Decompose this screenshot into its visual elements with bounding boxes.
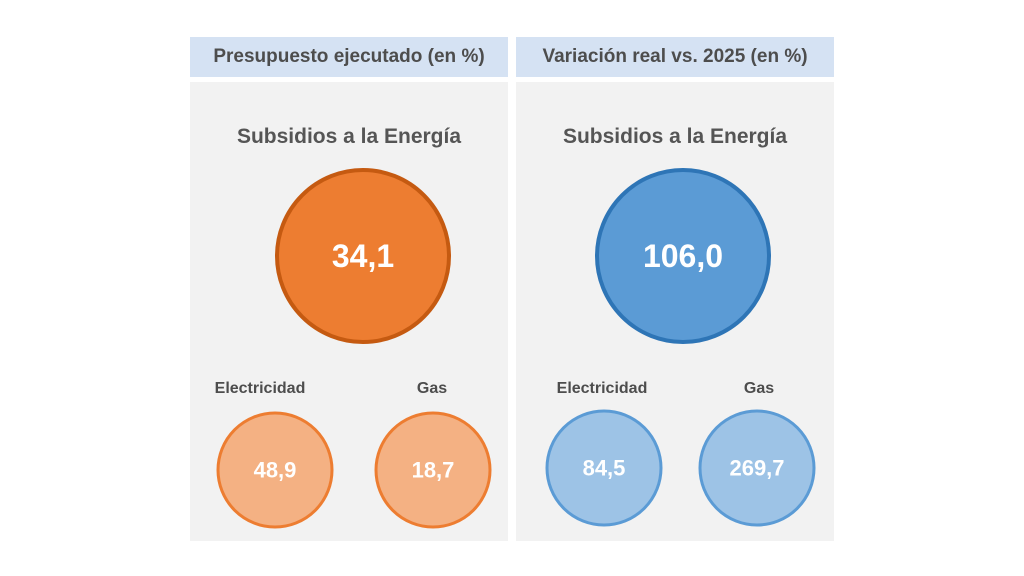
- electricidad-bubble: [216, 411, 334, 529]
- total-bubble: [275, 168, 451, 344]
- bubble-chart-left: 34,1 48,9 18,7: [216, 168, 492, 529]
- panel-title: Variación real vs. 2025 (en %): [516, 37, 834, 77]
- category-label-gas: Gas: [416, 380, 448, 397]
- gas-bubble: [374, 411, 492, 529]
- gas-value-label: 269,7: [729, 456, 784, 481]
- gas-bubble: [698, 409, 816, 527]
- panel-subtitle: Subsidios a la Energía: [236, 125, 462, 148]
- electricidad-bubble: [545, 409, 663, 527]
- panel-title: Presupuesto ejecutado (en %): [190, 37, 508, 77]
- electricidad-value-label: 84,5: [583, 456, 626, 481]
- category-label-electricidad: Electricidad: [556, 380, 648, 397]
- bubble-chart-right: 106,0 84,5 269,7: [545, 168, 816, 527]
- real-variation-panel: Variación real vs. 2025 (en %) Subsidios…: [516, 37, 834, 541]
- category-label-gas: Gas: [743, 380, 775, 397]
- gas-value-label: 18,7: [412, 458, 455, 483]
- category-label-electricidad: Electricidad: [214, 380, 306, 397]
- total-value-label: 106,0: [643, 238, 723, 274]
- budget-executed-panel: Presupuesto ejecutado (en %) Subsidios a…: [190, 37, 508, 541]
- total-value-label: 34,1: [332, 238, 394, 274]
- electricidad-value-label: 48,9: [254, 458, 297, 483]
- panel-subtitle: Subsidios a la Energía: [562, 125, 788, 148]
- total-bubble: [595, 168, 771, 344]
